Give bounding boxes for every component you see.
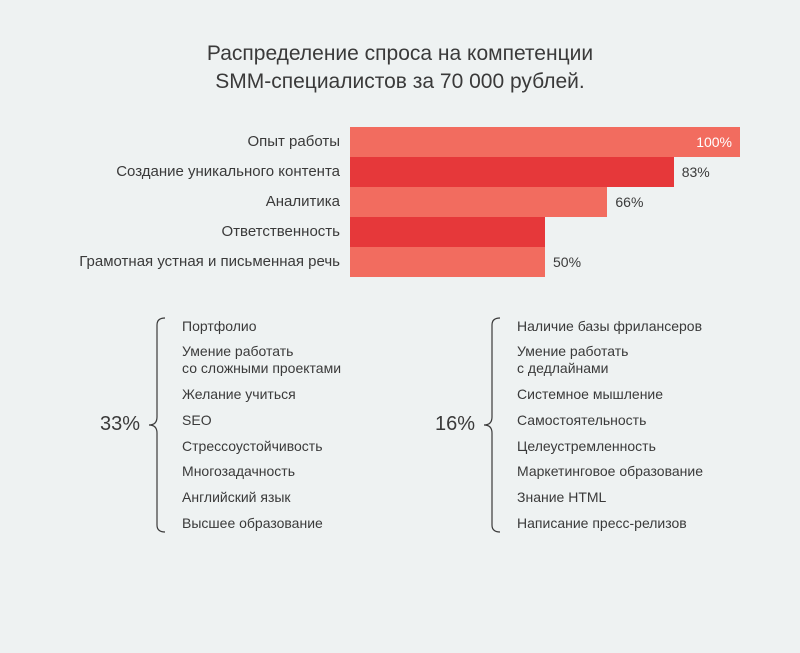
group-item: Многозадачность <box>182 463 341 480</box>
chart-row: Ответственность <box>60 217 740 247</box>
chart-bar-label: Аналитика <box>60 193 350 210</box>
skill-group: 33% Портфолио Умение работатьсо сложными п… <box>100 317 405 533</box>
group-item: Самостоятельность <box>517 412 703 429</box>
chart-bar-area: 83% <box>350 157 740 187</box>
group-percent: 16% <box>435 413 475 436</box>
groups: 33% Портфолио Умение работатьсо сложными п… <box>60 317 740 533</box>
chart-bar-area <box>350 217 740 247</box>
group-item: Целеустремленность <box>517 438 703 455</box>
chart-bar-label: Ответственность <box>60 223 350 240</box>
page-title: Распределение спроса на компетенции SMM-… <box>60 40 740 97</box>
chart-bar <box>350 187 607 217</box>
group-item: Написание пресс-релизов <box>517 515 703 532</box>
group-item: Системное мышление <box>517 386 703 403</box>
group-item: Английский язык <box>182 489 341 506</box>
group-item: Умение работатьс дедлайнами <box>517 343 703 377</box>
chart-bar: 100% <box>350 127 740 157</box>
chart-bar-value: 66% <box>615 194 643 210</box>
brace-icon <box>483 317 501 533</box>
group-item: Умение работатьсо сложными проектами <box>182 343 341 377</box>
chart-row: Опыт работы 100% <box>60 127 740 157</box>
chart-bar-label: Грамотная устная и письменная речь <box>60 253 350 270</box>
chart-bar <box>350 217 545 247</box>
title-line-2: SMM-специалистов за 70 000 рублей. <box>215 70 584 93</box>
group-item: Портфолио <box>182 318 341 335</box>
chart-bar-value: 100% <box>696 134 732 150</box>
chart-row: Аналитика 66% <box>60 187 740 217</box>
group-item: Наличие базы фрилансеров <box>517 318 703 335</box>
group-items: Наличие базы фрилансеров Умение работатьс… <box>501 318 703 532</box>
group-item: Знание HTML <box>517 489 703 506</box>
chart-bar-value: 50% <box>553 254 581 270</box>
bar-chart: Опыт работы 100% Создание уникального конт… <box>60 127 740 277</box>
title-line-1: Распределение спроса на компетенции <box>207 42 593 65</box>
chart-bar-label: Создание уникального контента <box>60 163 350 180</box>
chart-bar <box>350 157 674 187</box>
chart-bar-area: 100% <box>350 127 740 157</box>
chart-row: Грамотная устная и письменная речь 50% <box>60 247 740 277</box>
group-item: Маркетинговое образование <box>517 463 703 480</box>
group-percent: 33% <box>100 413 140 436</box>
skill-group: 16% Наличие базы фрилансеров Умение работа… <box>435 317 740 533</box>
group-item: Желание учиться <box>182 386 341 403</box>
group-item: Стрессоустойчивость <box>182 438 341 455</box>
chart-row: Создание уникального контента 83% <box>60 157 740 187</box>
group-item: Высшее образование <box>182 515 341 532</box>
chart-bar-value: 83% <box>682 164 710 180</box>
chart-bar-area: 50% <box>350 247 740 277</box>
chart-bar-label: Опыт работы <box>60 133 350 150</box>
group-items: Портфолио Умение работатьсо сложными прое… <box>166 318 341 532</box>
chart-bar <box>350 247 545 277</box>
chart-bar-area: 66% <box>350 187 740 217</box>
brace-icon <box>148 317 166 533</box>
group-item: SEO <box>182 412 341 429</box>
